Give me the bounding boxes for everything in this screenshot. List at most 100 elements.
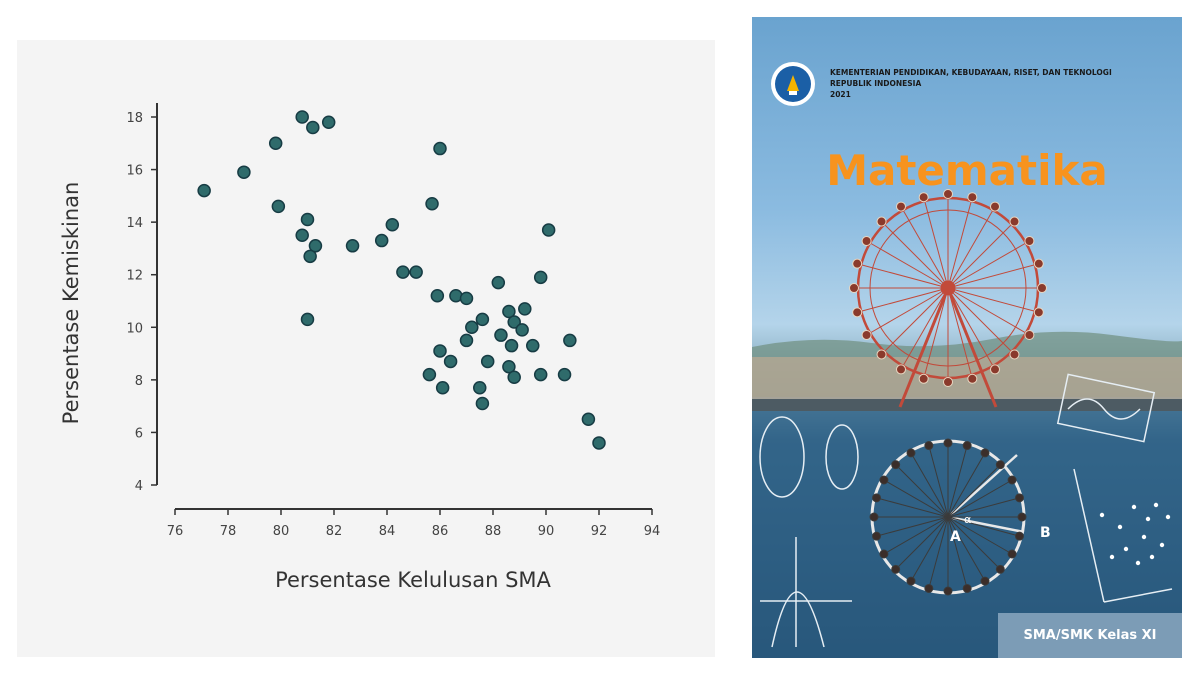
gondola (861, 330, 872, 340)
x-tick-label: 78 (220, 524, 237, 539)
reflection-gondola (891, 460, 901, 470)
x-tick-label: 84 (379, 524, 396, 539)
data-point (475, 312, 490, 327)
reflection-spoke (887, 481, 949, 518)
y-tick-labels: 4 6 8 10 12 14 16 18 (126, 111, 143, 494)
data-point (237, 165, 251, 179)
wheel-spoke (947, 200, 972, 289)
data-point (526, 338, 540, 353)
wheel-spoke (860, 287, 949, 312)
y-axis-title: Persentase Kemiskinan (59, 182, 83, 425)
book-cover-art: A B α KEMENTERIAN PENDIDIKAN, KEBUDAYAAN… (752, 62, 1182, 658)
reflection-gondola (906, 448, 916, 458)
gondola (876, 216, 887, 227)
data-point (494, 328, 508, 342)
data-point (507, 370, 521, 384)
y-tick-label: 4 (135, 479, 143, 494)
data-point (480, 354, 495, 369)
wheel-spoke (902, 209, 949, 289)
wheel-spoke (884, 224, 949, 289)
gondola (876, 349, 887, 360)
reflection-spokes (869, 438, 1027, 596)
gondola (852, 307, 863, 318)
x-tick-label: 92 (591, 524, 608, 539)
institution-line-2: REPUBLIK INDONESIA (830, 79, 921, 88)
data-point (430, 288, 445, 303)
gondola (1024, 236, 1035, 246)
math-doodles (759, 373, 1173, 648)
gondola (1037, 283, 1047, 293)
gondola (967, 373, 978, 384)
reflection-gondola (995, 564, 1005, 574)
doodle-dot (1153, 502, 1159, 508)
doodle-dot (1135, 560, 1141, 566)
data-point (425, 196, 439, 211)
data-point (515, 323, 529, 337)
x-tick-label: 82 (326, 524, 343, 539)
grade-badge: SMA/SMK Kelas XI (998, 613, 1182, 658)
x-axis-title: Persentase Kelulusan SMA (275, 568, 551, 592)
data-point (321, 115, 336, 130)
data-point (197, 183, 211, 198)
gondola (943, 189, 953, 199)
reflection-gondola (879, 549, 889, 559)
y-tick-label: 12 (126, 269, 143, 284)
x-tick-labels: 76 78 80 82 84 86 88 90 92 94 (167, 524, 661, 539)
data-point (306, 120, 320, 135)
gondola (1009, 349, 1020, 360)
reflection-gondola (980, 448, 990, 458)
gondola (852, 258, 863, 269)
wheel-spoke (884, 287, 949, 352)
x-tick-label: 80 (273, 524, 290, 539)
institution-line-1: KEMENTERIAN PENDIDIKAN, KEBUDAYAAN, RISE… (830, 68, 1112, 77)
gondola (1024, 330, 1035, 340)
doodle-dot (1149, 554, 1155, 560)
gondola (896, 201, 906, 212)
data-point (303, 249, 317, 264)
wheel-spoke (947, 264, 1036, 289)
y-tick-label: 18 (126, 111, 143, 126)
data-point (459, 291, 474, 306)
data-point (541, 223, 556, 237)
gondola (1033, 258, 1044, 269)
data-point (459, 333, 474, 348)
data-point (300, 312, 315, 327)
wheel-spoke (947, 287, 1012, 352)
reflection-spoke (947, 516, 1009, 553)
tut-wuri-handayani-logo (771, 62, 815, 106)
data-point (308, 239, 323, 253)
reflection-spoke (929, 516, 949, 585)
data-point (268, 136, 283, 151)
gondola (918, 192, 929, 203)
data-point (491, 275, 506, 290)
reflection-spoke (929, 449, 949, 518)
reflection-spoke (947, 456, 984, 518)
data-point (271, 199, 286, 214)
reflection-gondola (1017, 512, 1027, 522)
data-point (345, 239, 360, 253)
gondola (1033, 307, 1044, 318)
data-point (504, 338, 519, 353)
ferris-gondolas (849, 189, 1047, 387)
pier (752, 399, 1182, 411)
reflection-gondola (943, 586, 953, 596)
y-tick-label: 10 (126, 321, 143, 336)
data-point (557, 367, 572, 382)
data-point (581, 412, 596, 427)
wheel-spoke (947, 287, 1027, 334)
gondola (849, 283, 859, 293)
x-tick-label: 86 (432, 524, 449, 539)
doodle-dot (1165, 514, 1171, 520)
wheel-spoke (860, 264, 949, 289)
diagram-label-a: A (950, 529, 961, 545)
reflection-spoke (898, 516, 949, 567)
reflection-gondola (924, 583, 934, 593)
data-point (518, 302, 532, 316)
data-point (295, 228, 309, 243)
reflection-spoke (947, 498, 1016, 518)
data-point (533, 270, 548, 285)
data-point (475, 396, 490, 411)
reflection-gondola (995, 460, 1005, 470)
wheel-spoke (869, 287, 949, 334)
reflection-gondola (872, 493, 882, 503)
